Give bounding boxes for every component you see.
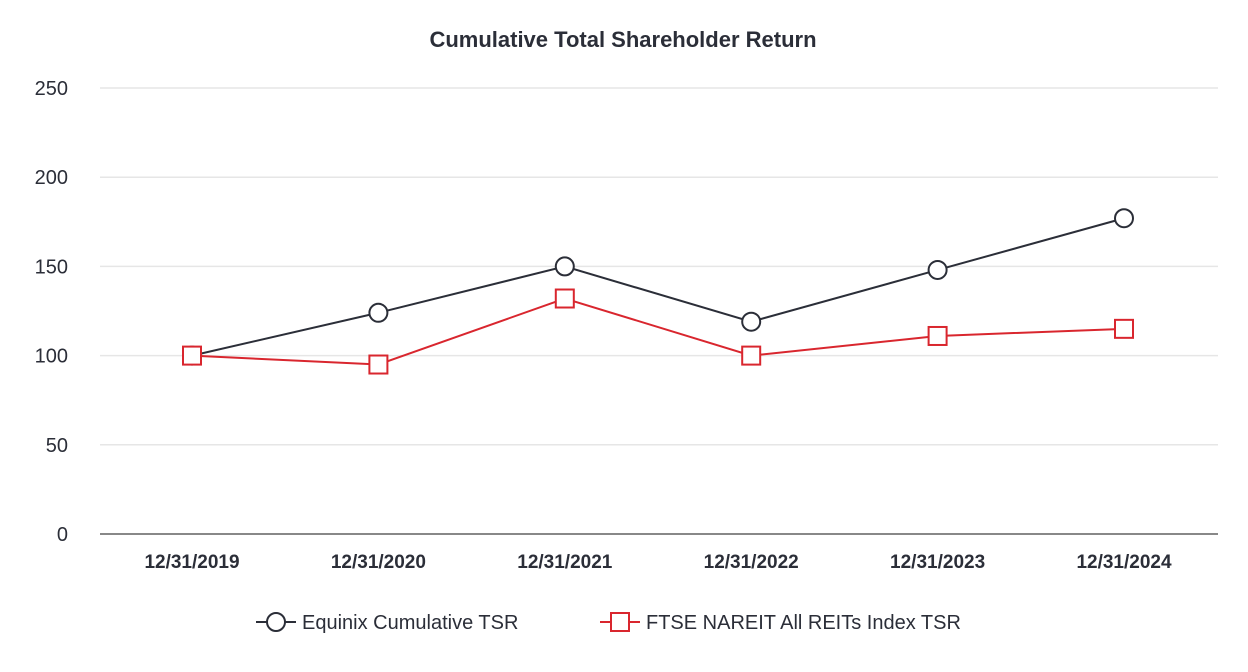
gridlines: [100, 87, 1218, 446]
legend: Equinix Cumulative TSR FTSE NAREIT All RE…: [256, 612, 961, 634]
x-axis-ticks: 12/31/2019 12/31/2020 12/31/2021 12/31/2022…: [144, 552, 1172, 573]
x-tick-label: 12/31/2023: [890, 552, 985, 573]
legend-label: FTSE NAREIT All REITs Index TSR: [646, 612, 961, 634]
x-tick-label: 12/31/2019: [144, 552, 239, 573]
y-tick-label: 0: [57, 524, 68, 546]
data-point-square: [741, 345, 762, 366]
y-tick-label: 50: [46, 435, 68, 457]
data-point-circle: [741, 311, 762, 332]
data-point-square: [554, 288, 575, 309]
y-tick-label: 200: [35, 167, 68, 189]
data-point-square: [368, 354, 389, 375]
data-point-circle: [368, 302, 389, 323]
x-tick-label: 12/31/2024: [1076, 552, 1172, 573]
data-point-square: [182, 345, 202, 366]
y-axis-ticks: 0 50 100 150 200 250: [35, 78, 68, 546]
x-tick-label: 12/31/2022: [704, 552, 799, 573]
y-tick-label: 100: [35, 346, 68, 368]
legend-label: Equinix Cumulative TSR: [302, 612, 518, 634]
data-point-square: [927, 325, 948, 346]
series-layer: [182, 208, 1134, 375]
series-line-1: [191, 297, 1125, 366]
data-point-square: [1114, 318, 1134, 339]
legend-square-icon: [610, 612, 630, 632]
x-tick-label: 12/31/2020: [331, 552, 426, 573]
data-point-circle: [927, 259, 948, 280]
y-tick-label: 150: [35, 256, 68, 278]
chart-title: Cumulative Total Shareholder Return: [429, 27, 816, 52]
data-point-circle: [1114, 208, 1134, 229]
x-tick-label: 12/31/2021: [517, 552, 613, 573]
legend-circle-icon: [266, 612, 286, 632]
y-tick-label: 250: [35, 78, 68, 100]
series-line-0: [191, 217, 1125, 357]
data-point-circle: [554, 256, 575, 277]
